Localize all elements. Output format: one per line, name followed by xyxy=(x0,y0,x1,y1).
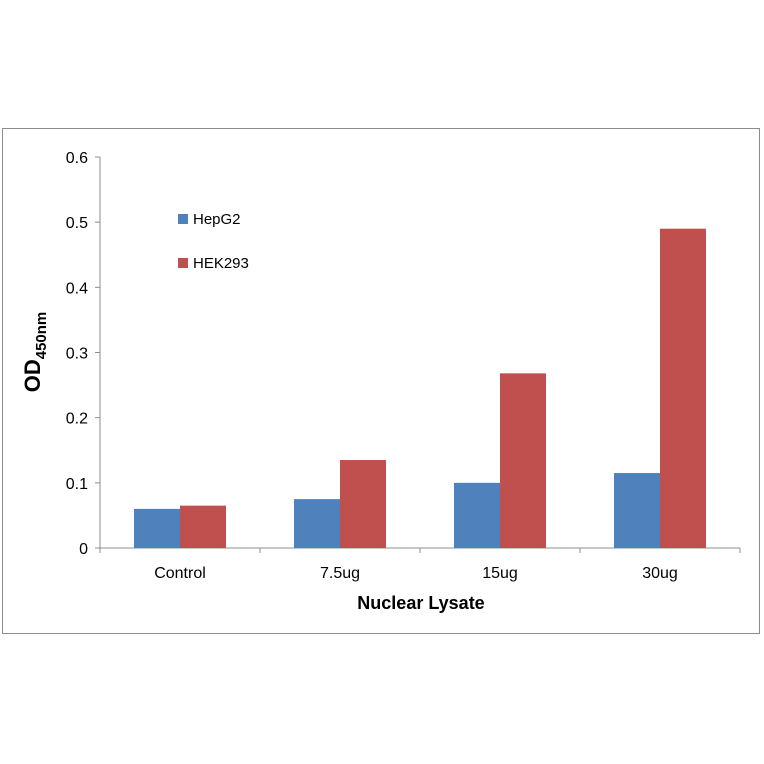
bar-hepg2 xyxy=(454,482,500,548)
bar-hek293 xyxy=(660,228,706,548)
bar-hepg2 xyxy=(294,499,340,548)
y-axis: 0 0.1 0.2 0.3 0.4 0.5 0.6 xyxy=(66,150,101,558)
x-category-label: 30ug xyxy=(642,565,678,582)
y-tick-label: 0.5 xyxy=(66,215,88,232)
y-tick-label: 0.2 xyxy=(66,411,88,428)
x-category-label: 7.5ug xyxy=(320,565,360,582)
legend-swatch-hek293 xyxy=(178,258,188,268)
x-category-label: Control xyxy=(154,565,206,582)
legend: HepG2 HEK293 xyxy=(178,211,249,272)
bars xyxy=(134,228,706,548)
legend-label: HepG2 xyxy=(193,211,241,228)
y-tick-label: 0.1 xyxy=(66,476,88,493)
bar-hek293 xyxy=(180,505,226,548)
y-tick-label: 0.6 xyxy=(66,150,88,167)
y-tick-label: 0 xyxy=(79,541,88,558)
bar-hepg2 xyxy=(134,508,180,548)
y-tick-label: 0.3 xyxy=(66,346,88,363)
bar-hek293 xyxy=(500,373,546,548)
x-axis: Control 7.5ug 15ug 30ug xyxy=(99,547,741,582)
legend-label: HEK293 xyxy=(193,255,249,272)
x-category-label: 15ug xyxy=(482,565,518,582)
x-axis-title: Nuclear Lysate xyxy=(357,593,484,613)
chart-frame xyxy=(2,128,760,634)
bar-hek293 xyxy=(340,460,386,548)
y-tick-label: 0.4 xyxy=(66,280,88,297)
bar-hepg2 xyxy=(614,473,660,548)
legend-swatch-hepg2 xyxy=(178,214,188,224)
y-axis-title: OD450nm xyxy=(20,312,50,393)
